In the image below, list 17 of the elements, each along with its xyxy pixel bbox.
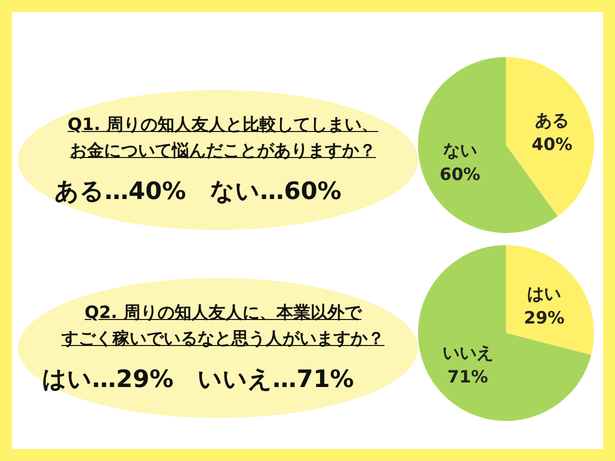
slice-label: はい [527, 284, 562, 304]
pie-slice [418, 245, 592, 421]
data-label: 29% [524, 308, 565, 328]
slice-label: ない [442, 140, 477, 161]
pie-slice [506, 57, 594, 216]
text: Q2. 周りの知人友人に、本業以外で [84, 303, 362, 323]
data-label: 40% [532, 135, 572, 156]
text: すごく稼いでいるなと思う人がいますか？ [62, 329, 384, 349]
text: Q1. 周りの知人友人と比較してしまい、 [68, 115, 378, 135]
slice-label: ある [535, 111, 570, 132]
text: はい…29% いいえ…71% [41, 364, 355, 395]
data-label: 60% [440, 164, 480, 185]
text: ある…40% ない…60% [54, 176, 342, 207]
data-label: 71% [447, 368, 488, 388]
slice-label: いいえ [442, 344, 494, 364]
pie-slice [506, 245, 594, 355]
text: お金について悩んだことがありますか？ [70, 141, 376, 161]
